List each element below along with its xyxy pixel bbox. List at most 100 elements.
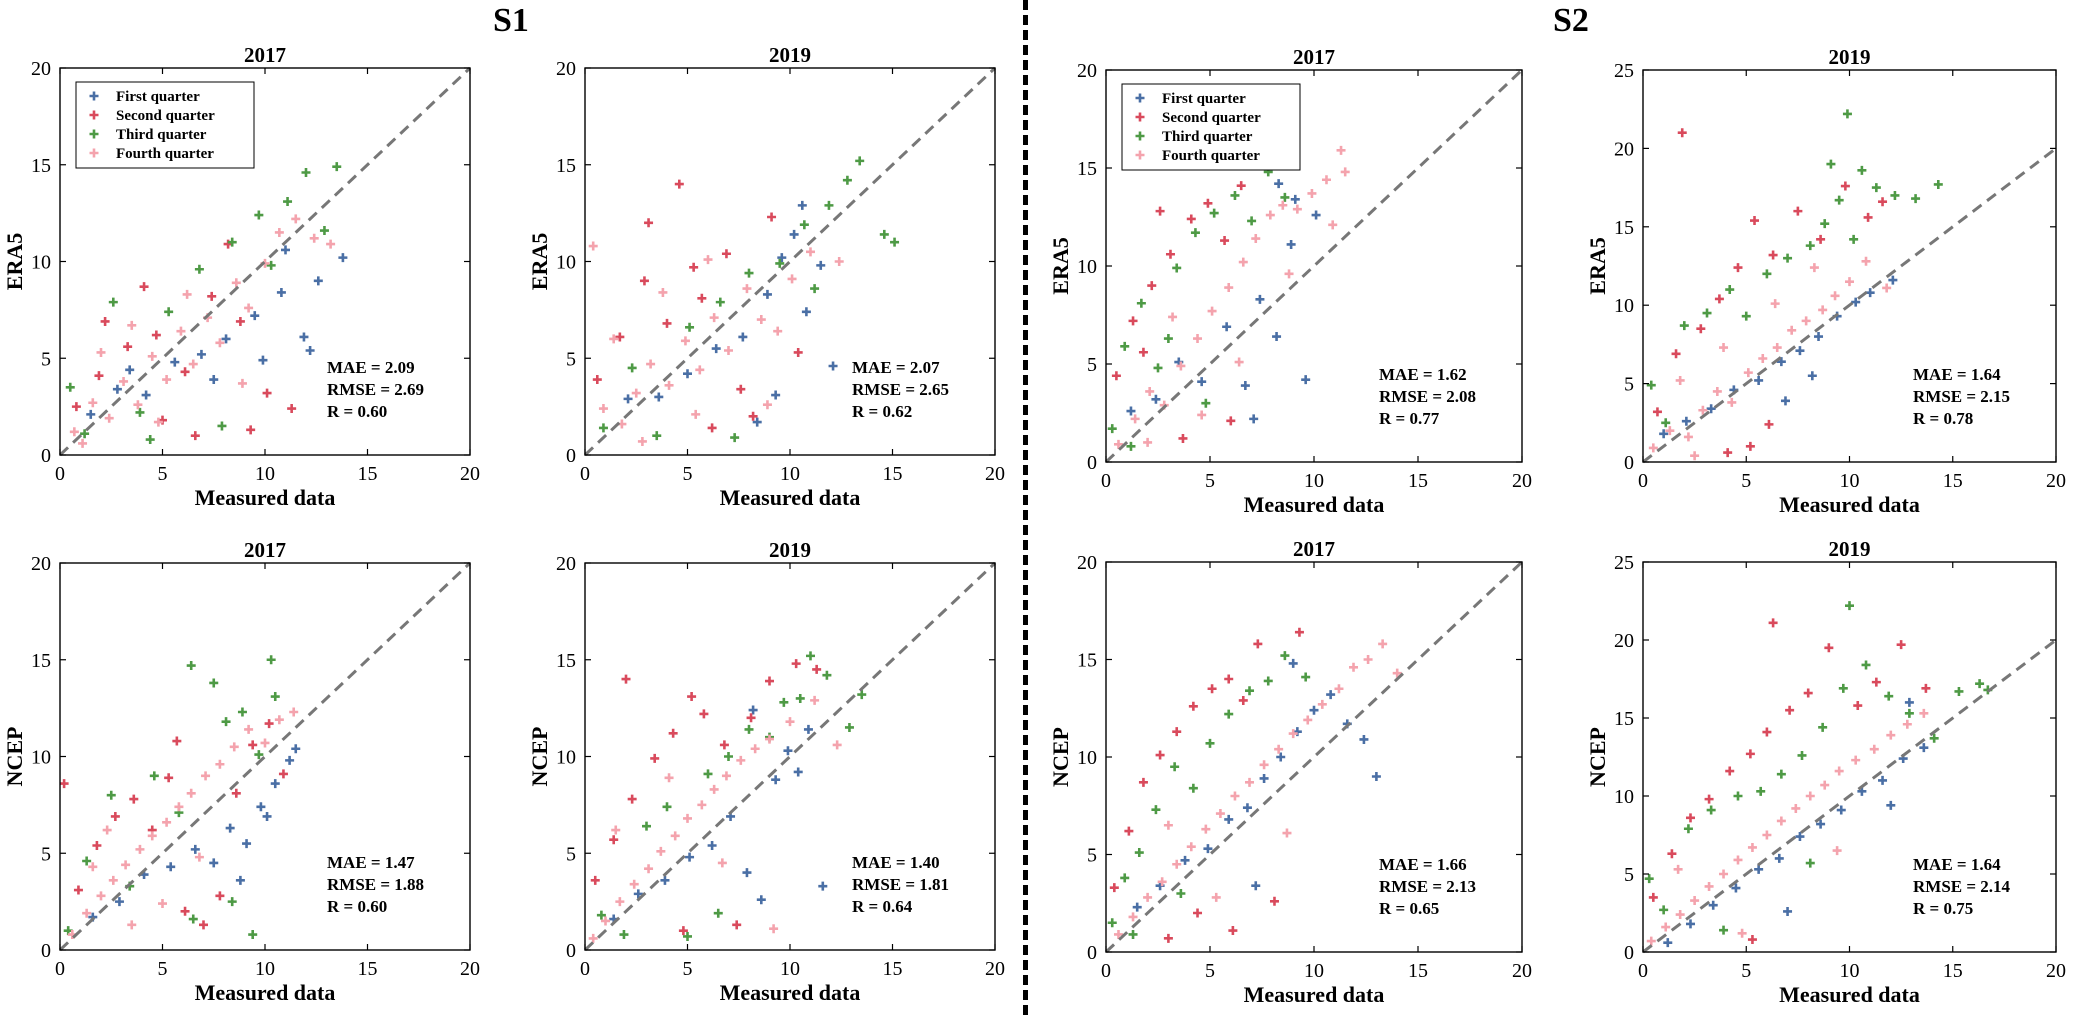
data-point [1226, 416, 1236, 426]
data-point [108, 875, 118, 885]
data-point [791, 659, 801, 669]
series-third-quarter [1644, 601, 1993, 935]
data-point [104, 413, 114, 423]
data-point [674, 179, 684, 189]
data-point [1193, 334, 1203, 344]
data-point [650, 753, 660, 763]
data-point [762, 400, 772, 410]
data-point [703, 769, 713, 779]
data-point [709, 784, 719, 794]
data-point [664, 773, 674, 783]
series-first-quarter [1663, 697, 1929, 948]
data-point [1690, 896, 1700, 906]
panel-s2-ncep-2017: 0 5 10 15 20 0 5 10 15 20 2017 Measured data NCEP MAE… [1048, 537, 1532, 1007]
data-point [652, 431, 662, 441]
series-second-quarter [590, 659, 822, 936]
data-point [799, 220, 809, 230]
panel-title: 2019 [769, 538, 811, 562]
data-point [215, 891, 225, 901]
data-point [1842, 109, 1852, 119]
data-point [1774, 853, 1784, 863]
data-point [621, 674, 631, 684]
data-point [1292, 204, 1302, 214]
data-point [879, 229, 889, 239]
data-point [793, 767, 803, 777]
data-point [748, 411, 758, 421]
data-point [1673, 864, 1683, 874]
reference-line [58, 66, 472, 457]
data-point [1816, 819, 1826, 829]
data-point [283, 197, 293, 207]
y-axis-label: NCEP [527, 727, 552, 787]
data-point [748, 705, 758, 715]
data-point [186, 788, 196, 798]
data-point [1274, 179, 1284, 189]
data-point [1178, 433, 1188, 443]
data-point [762, 289, 772, 299]
data-point [1861, 256, 1871, 266]
x-tick-label: 0 [1101, 960, 1111, 982]
y-tick-label: 20 [31, 553, 51, 575]
data-point [71, 402, 81, 412]
data-point [834, 257, 844, 266]
data-point [775, 258, 785, 268]
data-point [1646, 380, 1656, 390]
data-point [1824, 643, 1834, 653]
data-point [80, 429, 90, 439]
data-point [646, 359, 656, 369]
data-point [746, 713, 756, 723]
data-point [112, 384, 122, 394]
data-point [664, 380, 674, 390]
data-point [756, 315, 766, 325]
data-point [756, 895, 766, 905]
data-point [1172, 263, 1182, 273]
data-point [1683, 432, 1693, 442]
legend-marker [89, 148, 99, 158]
data-point [1326, 690, 1336, 700]
data-point [1317, 699, 1327, 709]
data-point [190, 431, 200, 441]
data-point [744, 724, 754, 734]
data-point [1251, 234, 1261, 244]
x-axis-label: Measured data [1244, 492, 1385, 517]
data-point [1820, 780, 1830, 790]
data-point [765, 734, 774, 744]
panel-title: 2019 [769, 43, 811, 67]
data-point [1762, 269, 1772, 279]
data-point [639, 276, 649, 286]
x-tick-label: 20 [985, 958, 1005, 980]
data-point [1851, 297, 1861, 307]
data-point [1725, 766, 1735, 776]
data-point [244, 303, 254, 313]
data-point [194, 264, 204, 274]
data-point [186, 661, 196, 671]
data-point [1286, 239, 1296, 249]
data-point [1652, 407, 1662, 417]
markers [588, 651, 867, 943]
y-tick-label: 15 [1614, 708, 1634, 730]
data-point [1741, 311, 1751, 321]
stat-r: R = 0.60 [327, 402, 387, 421]
data-point [338, 253, 348, 263]
markers [1107, 627, 1402, 943]
data-point [1259, 760, 1269, 770]
panel-s2-era5-2019: 0 5 10 15 20 0 5 10 15 20 25 2019 Measured data ERA5 M… [1585, 45, 2066, 517]
data-point [1163, 334, 1173, 344]
data-point [237, 378, 247, 388]
data-point [769, 924, 779, 934]
data-point [1328, 220, 1338, 230]
data-point [687, 692, 697, 702]
data-point [1747, 935, 1757, 945]
x-tick-label: 10 [1304, 960, 1324, 982]
data-point [266, 655, 276, 665]
x-tick-label: 20 [460, 463, 480, 485]
reference-line [58, 561, 472, 952]
data-point [1188, 783, 1198, 793]
data-point [1698, 405, 1708, 415]
data-point [106, 790, 116, 800]
series-second-quarter [1652, 128, 1888, 458]
data-point [82, 856, 92, 866]
data-point [738, 332, 748, 342]
stat-mae: MAE = 1.64 [1913, 855, 2001, 874]
data-point [1124, 826, 1134, 836]
